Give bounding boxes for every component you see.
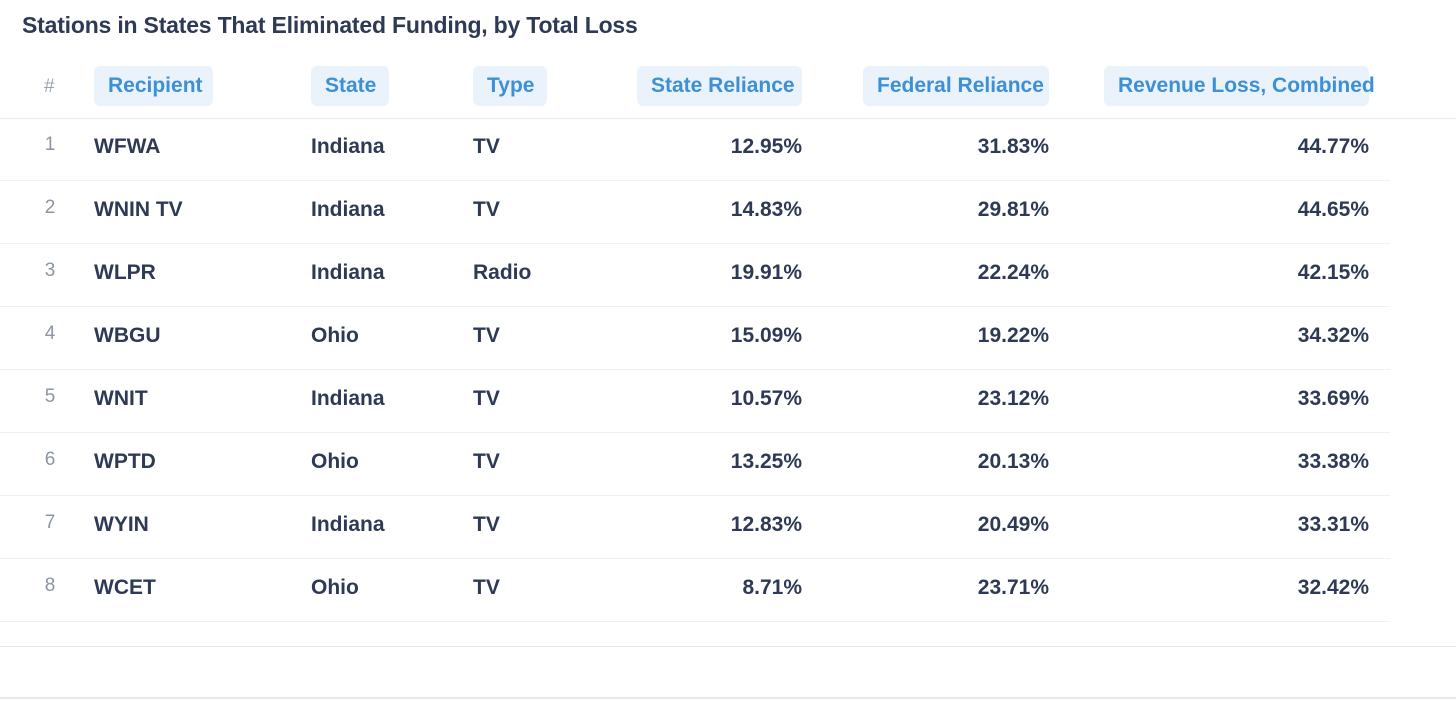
- federal-reliance-cell: 20.49%: [977, 513, 1049, 536]
- row-index: 6: [44, 449, 56, 470]
- type-cell: TV: [473, 513, 500, 536]
- row-index: 2: [44, 197, 56, 218]
- revenue-loss-cell: 33.69%: [1297, 387, 1369, 410]
- column-header-state[interactable]: State: [311, 66, 389, 106]
- federal-reliance-cell: 20.13%: [977, 450, 1049, 473]
- type-cell: TV: [473, 450, 500, 473]
- column-header-federal-reliance[interactable]: Federal Reliance: [863, 66, 1049, 106]
- federal-reliance-cell: 29.81%: [977, 198, 1049, 221]
- footer-divider: [0, 646, 1456, 647]
- state-reliance-cell: 12.95%: [730, 135, 802, 158]
- row-index: 4: [44, 323, 56, 344]
- state-reliance-cell: 19.91%: [730, 261, 802, 284]
- column-header-revenue-loss[interactable]: Revenue Loss, Combined: [1104, 66, 1375, 106]
- state-reliance-cell: 15.09%: [730, 324, 802, 347]
- type-cell: TV: [473, 387, 500, 410]
- state-cell: Indiana: [311, 387, 385, 410]
- table-row: 6 WPTD Ohio TV 13.25% 20.13% 33.38%: [0, 433, 1390, 496]
- row-index: 7: [44, 512, 56, 533]
- recipient-cell: WNIT: [94, 387, 148, 410]
- revenue-loss-cell: 33.38%: [1297, 450, 1369, 473]
- federal-reliance-cell: 19.22%: [977, 324, 1049, 347]
- table-header: # Recipient State Type State Reliance Fe…: [0, 66, 1456, 119]
- row-index: 3: [44, 260, 56, 281]
- type-cell: TV: [473, 576, 500, 599]
- recipient-cell: WYIN: [94, 513, 149, 536]
- row-index: 1: [44, 134, 56, 155]
- type-cell: TV: [473, 198, 500, 221]
- state-cell: Indiana: [311, 261, 385, 284]
- type-cell: TV: [473, 324, 500, 347]
- federal-reliance-cell: 23.12%: [977, 387, 1049, 410]
- state-cell: Indiana: [311, 135, 385, 158]
- table-row: 3 WLPR Indiana Radio 19.91% 22.24% 42.15…: [0, 244, 1390, 307]
- revenue-loss-cell: 44.65%: [1297, 198, 1369, 221]
- row-index: 5: [44, 386, 56, 407]
- recipient-cell: WBGU: [94, 324, 161, 347]
- revenue-loss-cell: 44.77%: [1297, 135, 1369, 158]
- column-header-recipient[interactable]: Recipient: [94, 66, 213, 106]
- row-index: 8: [44, 575, 56, 596]
- column-header-state-reliance[interactable]: State Reliance: [637, 66, 802, 106]
- recipient-cell: WNIN TV: [94, 198, 183, 221]
- recipient-cell: WLPR: [94, 261, 156, 284]
- table-row: 5 WNIT Indiana TV 10.57% 23.12% 33.69%: [0, 370, 1390, 433]
- state-cell: Ohio: [311, 576, 359, 599]
- revenue-loss-cell: 33.31%: [1297, 513, 1369, 536]
- column-header-type[interactable]: Type: [473, 66, 547, 106]
- federal-reliance-cell: 31.83%: [977, 135, 1049, 158]
- state-cell: Ohio: [311, 324, 359, 347]
- table-row: 7 WYIN Indiana TV 12.83% 20.49% 33.31%: [0, 496, 1390, 559]
- recipient-cell: WCET: [94, 576, 156, 599]
- state-reliance-cell: 13.25%: [730, 450, 802, 473]
- state-cell: Indiana: [311, 198, 385, 221]
- table-row: 1 WFWA Indiana TV 12.95% 31.83% 44.77%: [0, 118, 1390, 181]
- revenue-loss-cell: 32.42%: [1297, 576, 1369, 599]
- state-reliance-cell: 10.57%: [730, 387, 802, 410]
- recipient-cell: WPTD: [94, 450, 156, 473]
- table-row: 4 WBGU Ohio TV 15.09% 19.22% 34.32%: [0, 307, 1390, 370]
- state-cell: Indiana: [311, 513, 385, 536]
- recipient-cell: WFWA: [94, 135, 161, 158]
- bottom-border: [0, 697, 1456, 699]
- table-row: 2 WNIN TV Indiana TV 14.83% 29.81% 44.65…: [0, 181, 1390, 244]
- revenue-loss-cell: 42.15%: [1297, 261, 1369, 284]
- federal-reliance-cell: 23.71%: [977, 576, 1049, 599]
- state-cell: Ohio: [311, 450, 359, 473]
- column-header-index: #: [44, 76, 55, 97]
- table-title: Stations in States That Eliminated Fundi…: [22, 12, 638, 38]
- type-cell: TV: [473, 135, 500, 158]
- federal-reliance-cell: 22.24%: [977, 261, 1049, 284]
- state-reliance-cell: 14.83%: [730, 198, 802, 221]
- table-body: 1 WFWA Indiana TV 12.95% 31.83% 44.77% 2…: [0, 118, 1390, 622]
- revenue-loss-cell: 34.32%: [1297, 324, 1369, 347]
- state-reliance-cell: 8.71%: [742, 576, 802, 599]
- type-cell: Radio: [473, 261, 532, 284]
- table-row: 8 WCET Ohio TV 8.71% 23.71% 32.42%: [0, 559, 1390, 622]
- state-reliance-cell: 12.83%: [730, 513, 802, 536]
